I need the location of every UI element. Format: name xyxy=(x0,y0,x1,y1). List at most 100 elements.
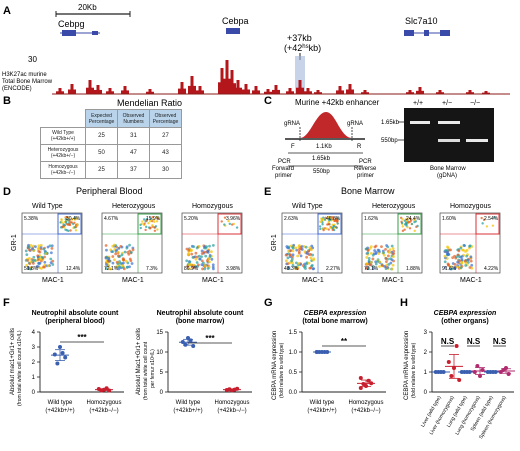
flow-dot xyxy=(115,265,119,269)
flow-dot xyxy=(291,261,294,265)
flow-quadrant-value: 24.4% xyxy=(406,216,421,222)
flow-dot xyxy=(69,229,72,232)
flow-dot xyxy=(307,249,311,253)
flow-dot xyxy=(327,215,330,219)
flow-dot xyxy=(74,216,77,219)
pb-title: Peripheral Blood xyxy=(76,186,143,196)
flow-dot xyxy=(105,263,108,267)
flow-dot xyxy=(70,218,74,221)
flow-quadrant-value: 48.3% xyxy=(284,266,299,272)
flow-dot xyxy=(491,224,495,227)
flow-plot-frame xyxy=(181,212,243,274)
y-tick-label: 1 xyxy=(424,370,428,376)
track-label-2: Total Bone Marrow xyxy=(2,79,53,85)
flow-dot xyxy=(206,267,210,270)
flow-dot xyxy=(185,259,189,263)
flow-dot xyxy=(125,246,129,250)
flow-dot xyxy=(286,256,290,260)
flow-dot xyxy=(466,261,470,264)
flow-dot xyxy=(122,261,125,265)
track-peak xyxy=(346,89,354,94)
flow-quadrant-value: 51.8% xyxy=(24,266,39,272)
flow-dot xyxy=(401,218,404,221)
flow-dot xyxy=(385,260,388,264)
flow-dot xyxy=(297,262,301,265)
f-left-subtitle: (peripheral blood) xyxy=(45,318,105,325)
flow-dot xyxy=(153,226,157,229)
flow-dot xyxy=(386,254,390,258)
y-tick-label: 4 xyxy=(32,330,36,336)
gel-size-2: 550bp xyxy=(381,138,398,144)
flow-dot xyxy=(118,265,122,269)
flow-dot xyxy=(374,262,378,266)
flow-dot xyxy=(38,266,42,270)
flow-dot xyxy=(374,244,378,248)
y-tick-label: 1 xyxy=(32,375,36,381)
flow-dot xyxy=(43,260,47,264)
row-header: Homozygous (+42kb−/−) xyxy=(40,161,86,179)
enhancer-peak xyxy=(300,112,352,138)
flow-dot xyxy=(446,245,449,249)
sig-label: N.S xyxy=(467,337,481,346)
enhancer-label-2: (+42hskb) xyxy=(284,43,321,53)
flow-dot xyxy=(309,256,313,260)
flow-dot xyxy=(202,250,206,254)
flow-dot xyxy=(153,229,157,232)
flow-plot-frame xyxy=(281,212,343,274)
flow-dot xyxy=(287,266,291,269)
flow-dot xyxy=(29,243,33,247)
track-peak xyxy=(272,89,280,94)
gel-image xyxy=(404,108,494,162)
flow-dot xyxy=(374,260,378,264)
f-right-group: Homozygous xyxy=(214,400,249,406)
y-tick-label: 2 xyxy=(424,350,428,356)
flow-dot xyxy=(480,216,483,220)
flow-quadrant-value: 4.67% xyxy=(104,216,119,222)
flow-dot xyxy=(190,252,194,256)
flow-quadrant-value: 2.63% xyxy=(284,216,299,222)
flow-dot xyxy=(209,250,213,254)
grna-right: gRNA xyxy=(347,121,363,127)
flow-dot xyxy=(38,250,42,254)
panel-label-g: G xyxy=(264,297,273,309)
flow-dot xyxy=(149,217,153,220)
flow-dot xyxy=(288,253,292,257)
flow-dot xyxy=(401,229,405,233)
row-header: Heterozygous (+42kb+/−) xyxy=(40,144,86,162)
flow-dot xyxy=(200,255,203,259)
flow-dot xyxy=(208,260,211,264)
y-tick-label: 10 xyxy=(156,350,163,356)
flow-dot xyxy=(37,261,41,265)
flow-dot xyxy=(49,261,53,265)
flow-dot xyxy=(460,262,464,265)
flow-dot xyxy=(408,227,412,230)
flow-dot xyxy=(64,218,67,221)
flow-dot xyxy=(291,264,295,267)
g-group: Homozygous xyxy=(348,400,383,406)
flow-dot xyxy=(36,258,40,262)
flow-dot xyxy=(39,245,43,249)
flow-axis-x: MAC-1 xyxy=(42,277,64,284)
flow-dot xyxy=(400,221,404,225)
flow-dot xyxy=(463,259,467,263)
track-peak xyxy=(288,88,292,94)
flow-dot xyxy=(391,247,395,250)
flow-dot xyxy=(193,255,197,259)
gene-slc7a10: Slc7a10 xyxy=(405,16,438,26)
flow-dot xyxy=(122,267,126,271)
flow-dot xyxy=(200,259,204,263)
flow-dot xyxy=(194,251,198,255)
y-tick-label: 2 xyxy=(32,360,36,366)
flow-dot xyxy=(299,254,303,258)
track-peak xyxy=(363,90,367,94)
gene-cebpa: Cebpa xyxy=(222,16,249,26)
g-point xyxy=(358,376,363,380)
f-left-group: Homozygous xyxy=(86,400,121,406)
flow-dot xyxy=(27,246,31,249)
flow-quadrant-value: 72.1% xyxy=(364,266,379,272)
flow-dot xyxy=(443,260,447,264)
flow-dot xyxy=(114,252,118,256)
gel-lane-1: +/+ xyxy=(413,100,423,107)
flow-dot xyxy=(321,223,324,226)
flow-dot xyxy=(372,252,376,256)
